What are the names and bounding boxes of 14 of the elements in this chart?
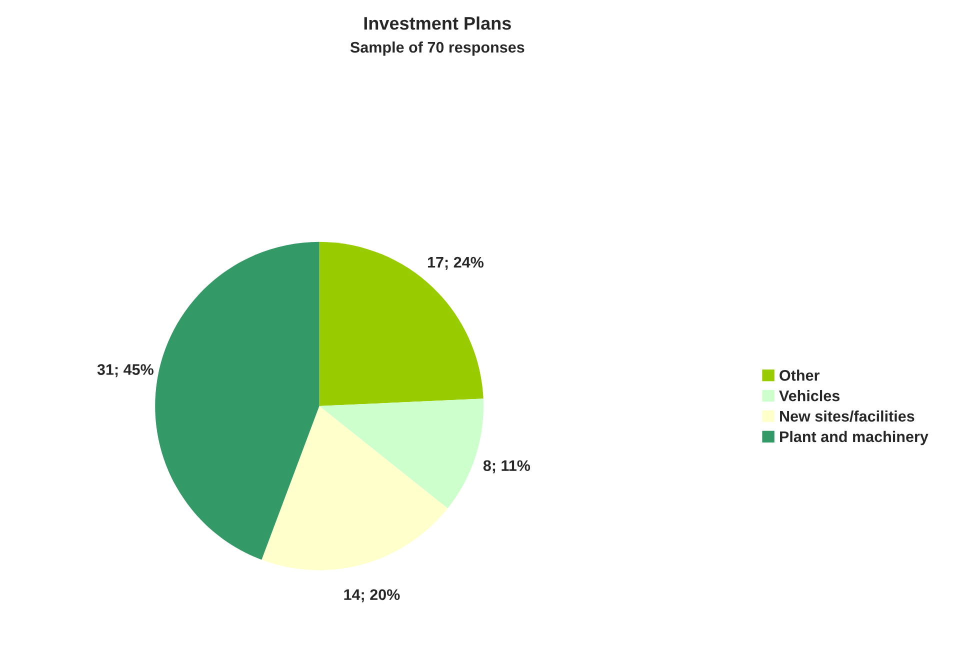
data-label: 8; 11% [483,460,530,474]
legend-label: Plant and machinery [780,430,928,446]
data-label: 17; 24% [428,256,484,270]
pie-slice [262,406,448,570]
legend-label: Vehicles [779,390,840,402]
chart-subtitle: Sample of 70 responses [350,41,524,56]
chart-title: Investment Plans [364,16,511,30]
pie-slice [319,242,484,406]
legend-label: Other [780,370,820,381]
data-label: 14; 20% [344,589,400,602]
pie-slice [319,398,484,508]
pie-slice [155,242,320,560]
data-label: 31; 45% [97,364,154,378]
legend-label: New sites/facilities [780,410,914,422]
